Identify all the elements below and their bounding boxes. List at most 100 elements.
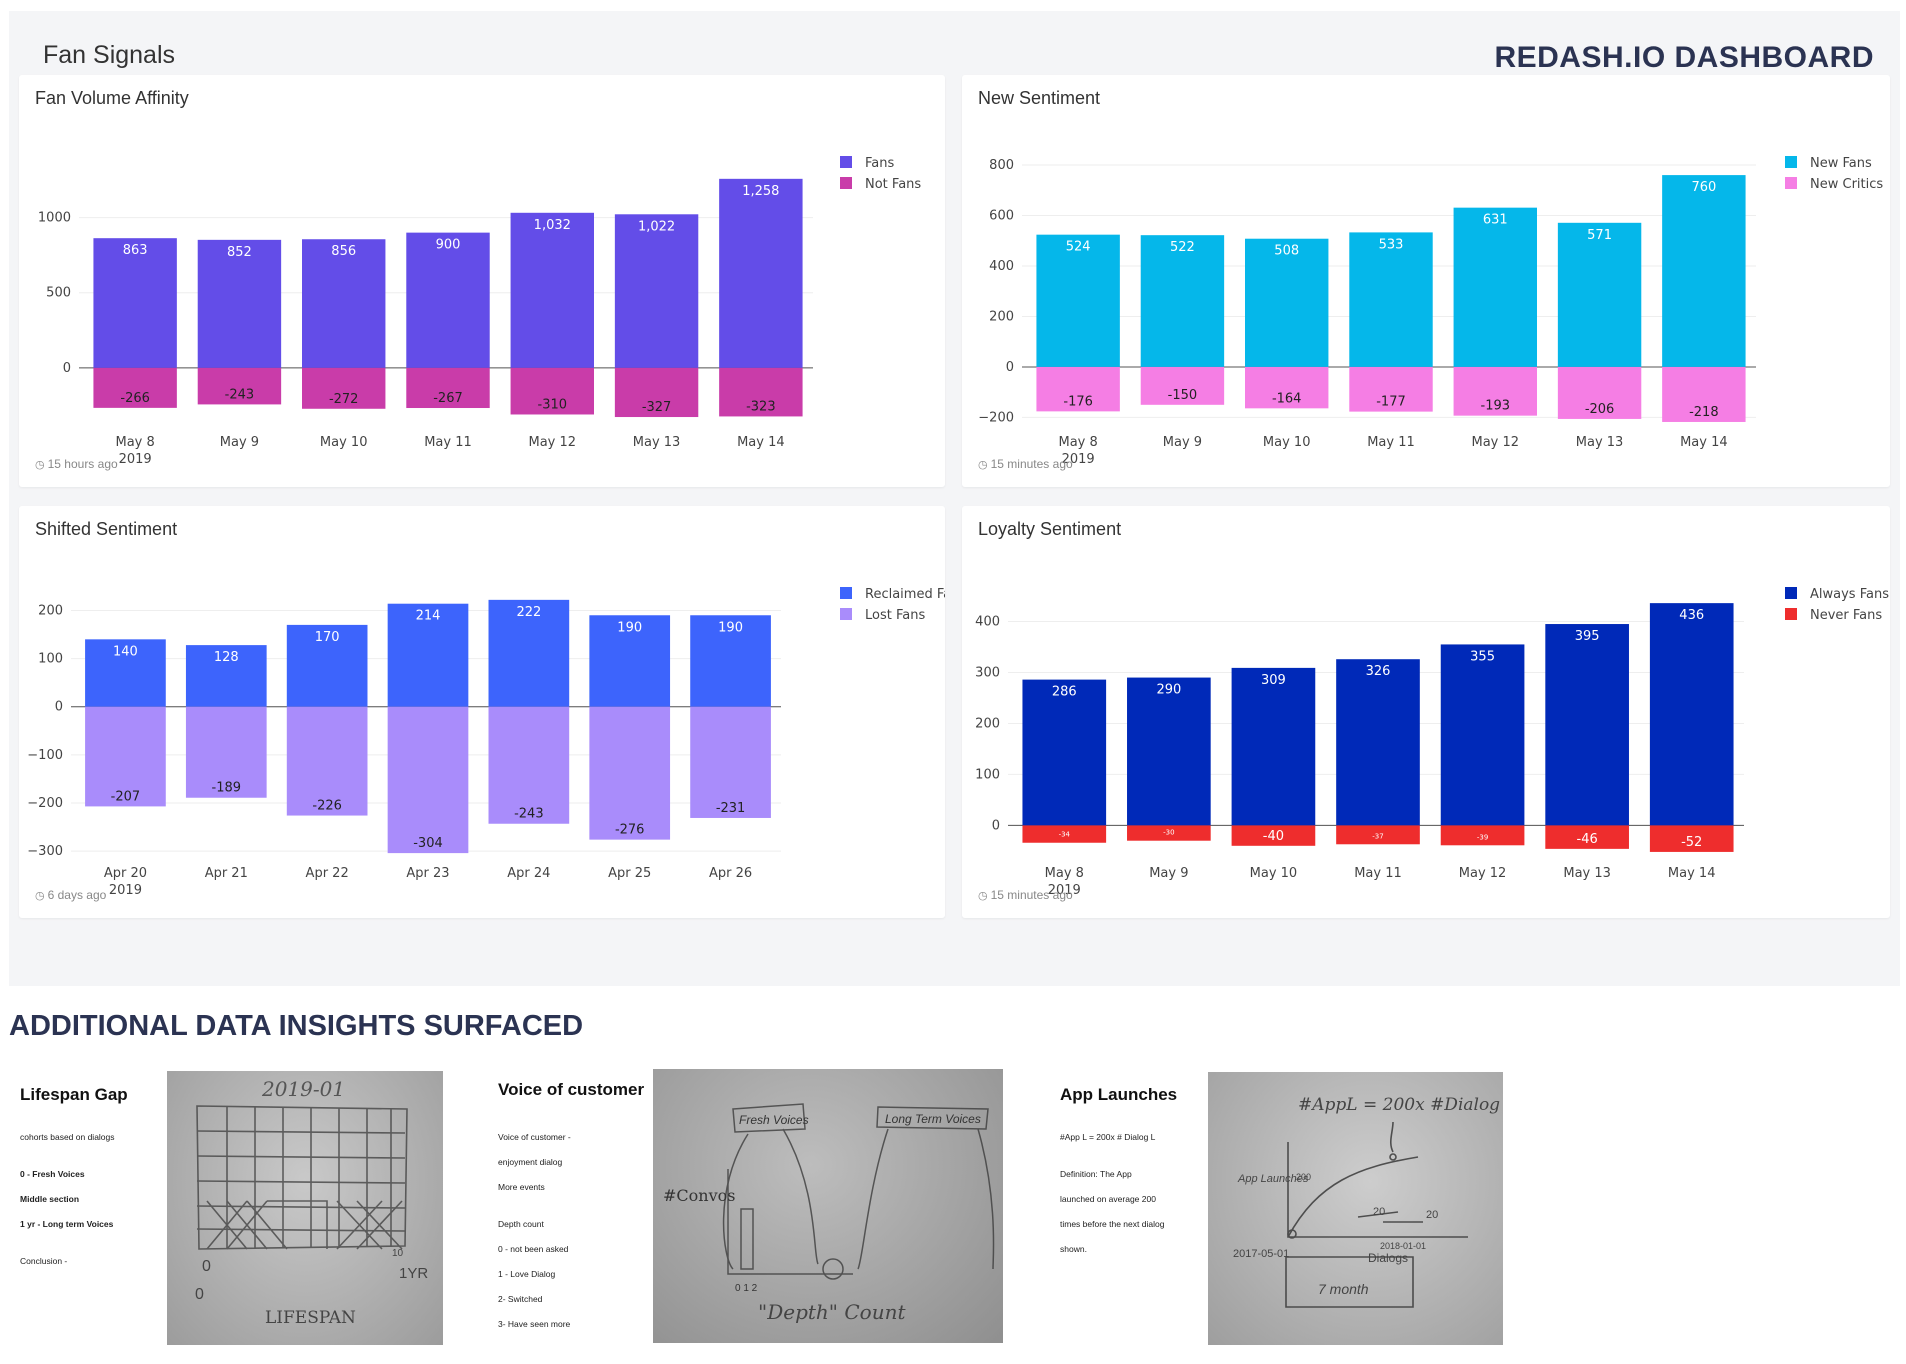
photo-annotation: App Launches [1237,1173,1309,1185]
photo-annotation: 2017-05-01 [1233,1248,1289,1260]
legend-swatch [1785,587,1797,599]
y-tick-label: −100 [27,748,63,763]
whiteboard-photo-app-launches: #AppL = 200x #Dialog L App Launches 2017… [1208,1072,1503,1345]
x-tick-label: May 10 [1263,435,1311,450]
data-label: -276 [615,823,645,838]
bar [302,239,386,368]
bar [1036,234,1120,367]
bar [85,639,166,707]
bar [1453,207,1537,367]
brand-title: REDASH.IO DASHBOARD [1494,41,1874,74]
bar [1140,235,1225,367]
clock-icon: ◷ [35,459,45,471]
legend-label: Not Fans [865,177,921,192]
data-label: -52 [1681,835,1702,850]
data-label: -34 [1059,831,1071,839]
last-updated: 15 minutes ago [990,457,1073,471]
bar [614,214,699,368]
data-label: 1,258 [742,184,779,199]
widget-new-sentiment[interactable]: New Sentiment −200 0 200 400 600 800 524 -176 Ma… [962,75,1890,487]
data-label: -176 [1063,394,1093,409]
data-label: -207 [111,789,141,804]
bar [510,367,594,415]
legend-label: Never Fans [1810,608,1882,623]
card-notes-app-launches: #App L = 200x # Dialog L Definition: The… [1060,1118,1200,1268]
y-tick-label: 500 [46,286,71,301]
bar-chart[interactable]: 0 100 200 300 400 286 -34 May 8 2019 290 -30 May 9 3… [962,506,1890,918]
x-tick-label: May 12 [1472,435,1520,450]
x-tick-label: May 9 [220,435,259,450]
data-label: -327 [642,400,672,415]
bar [1231,667,1316,826]
photo-annotation: 0 1 2 [735,1283,758,1294]
legend-label: Reclaimed Fans [865,587,945,602]
data-label: -40 [1263,829,1284,844]
y-tick-label: 0 [63,361,71,376]
bar [286,624,368,707]
data-label: -304 [413,836,443,851]
x-tick-label: Apr 23 [406,866,449,881]
card-notes-voice-of-customer: Voice of customer - enjoyment dialog Mor… [498,1118,648,1343]
bar-chart[interactable]: 0 500 1000 863 -266 May 8 2019 852 -243 May 9 856 -… [19,75,945,487]
whiteboard-photo-voice: Fresh Voices Long Term Voices #Convos "D… [653,1069,1003,1343]
note-line: Depth count [498,1218,544,1229]
card-title-voice-of-customer: Voice of customer [498,1080,645,1099]
x-tick-label: May 13 [1563,866,1611,881]
data-label: 326 [1366,664,1391,679]
bar [1545,624,1629,826]
widget-loyalty-sentiment[interactable]: Loyalty Sentiment 0 100 200 300 400 286 -34 May… [962,506,1890,918]
x-tick-label: May 13 [1576,435,1624,450]
data-label: -323 [746,399,776,414]
data-label: 286 [1052,685,1077,700]
legend-label: New Critics [1810,177,1883,192]
data-label: -177 [1376,395,1406,410]
y-tick-label: −200 [978,410,1014,425]
x-tick-label: Apr 25 [608,866,651,881]
x-tick-label: Apr 21 [205,866,248,881]
bar [197,239,282,368]
y-tick-label: 400 [975,614,1000,629]
data-label: 533 [1379,237,1404,252]
widget-shifted-sentiment[interactable]: Shifted Sentiment −300 −200 −100 0 100 200 140… [19,506,945,918]
x-tick-label: May 8 [1059,435,1098,450]
x-tick-label: Apr 26 [709,866,752,881]
widget-fan-volume-affinity[interactable]: Fan Volume Affinity 0 500 1000 863 -266 May 8… [19,75,945,487]
x-tick-label: May 14 [737,435,785,450]
bar [1662,366,1746,422]
bar-chart[interactable]: −300 −200 −100 0 100 200 140 -207 Apr 20 2019 128 -… [19,506,945,918]
legend-swatch [840,177,852,189]
y-tick-label: 0 [1006,360,1014,375]
x-tick-label: May 11 [424,435,472,450]
data-label: 508 [1274,244,1299,259]
data-label: -266 [120,391,150,406]
x-tick-label: May 14 [1680,435,1728,450]
last-updated: 15 hours ago [47,457,118,471]
x-tick-label: May 9 [1149,866,1188,881]
bar [1127,677,1211,826]
data-label: -243 [514,807,544,822]
whiteboard-photo-lifespan: 2019-01 0 0 1YR LIFESPAN 10 [167,1071,443,1345]
widget-title: Loyalty Sentiment [978,519,1122,539]
bar [1662,175,1746,367]
bar [690,615,771,707]
bar-chart[interactable]: −200 0 200 400 600 800 524 -176 May 8 2019 522 -150… [962,75,1890,487]
bar [1336,659,1420,826]
bar [589,615,671,707]
note-line: 0 - Fresh Voices [20,1168,85,1179]
widget-footer: ◷ 6 days ago [35,888,106,902]
bar [719,367,803,417]
bar [1140,366,1225,405]
y-tick-label: 800 [989,158,1014,173]
bar [1349,232,1433,367]
x-tick-year: 2019 [119,452,152,467]
note-line: 2- Switched [498,1293,543,1304]
bar [406,367,490,409]
bar [589,706,671,840]
x-tick-label: Apr 22 [306,866,349,881]
last-updated: 15 minutes ago [990,888,1073,902]
legend-swatch [1785,156,1797,168]
bar [1649,603,1734,826]
data-label: 140 [113,644,138,659]
x-tick-year: 2019 [1062,452,1095,467]
data-label: 631 [1483,213,1508,228]
